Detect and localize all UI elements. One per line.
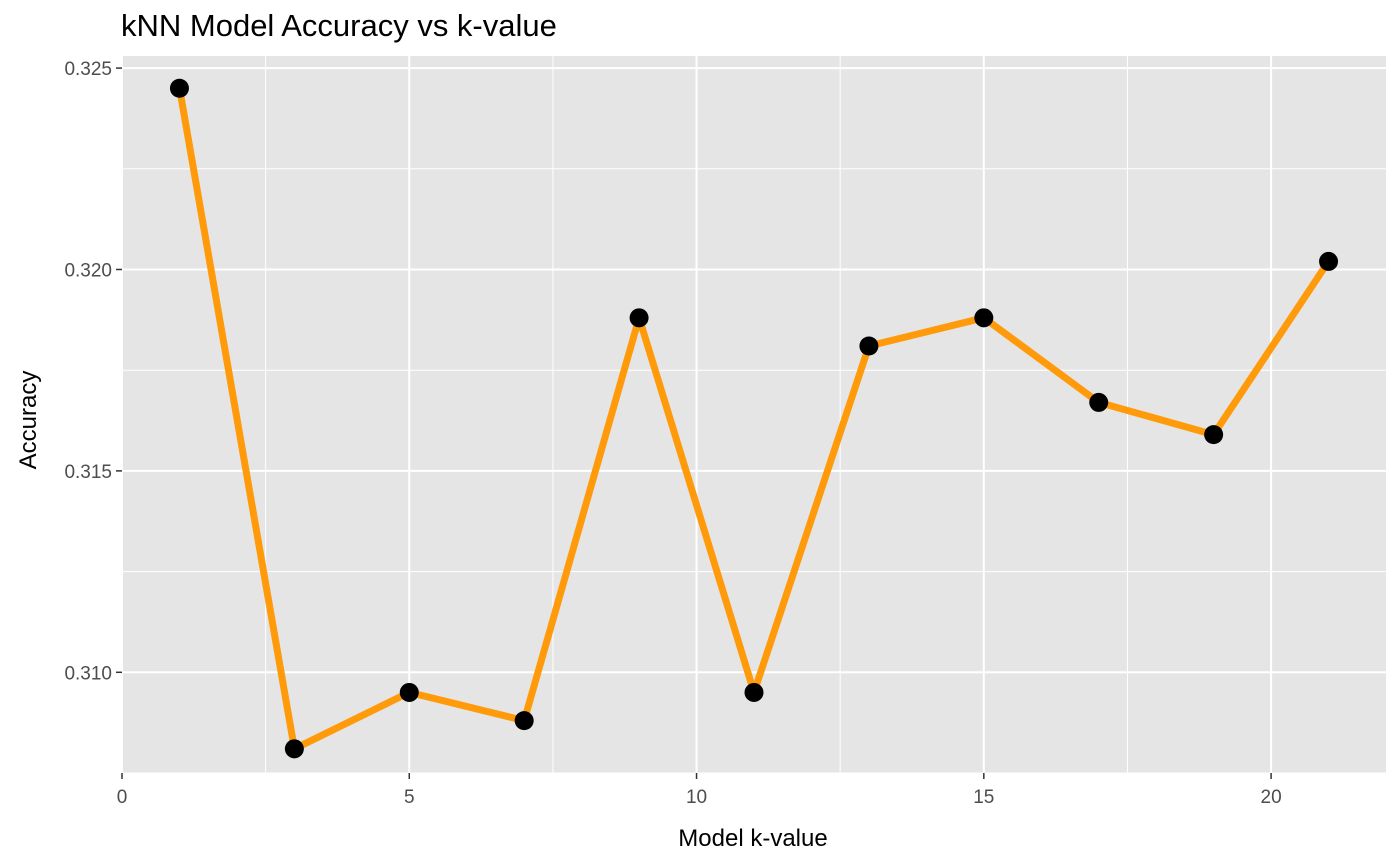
data-point bbox=[1204, 425, 1224, 445]
y-tick-label: 0.320 bbox=[64, 260, 112, 281]
x-tick-label: 15 bbox=[973, 787, 994, 808]
axis-ticks bbox=[116, 67, 1272, 779]
data-point bbox=[974, 308, 994, 328]
data-point bbox=[1089, 392, 1109, 412]
data-point bbox=[1319, 251, 1339, 271]
y-tick-label: 0.310 bbox=[64, 663, 112, 684]
chart-title: kNN Model Accuracy vs k-value bbox=[121, 8, 557, 43]
tick-labels: 0 5 10 15 20 0.310 0.315 0.320 0.325 bbox=[64, 59, 1281, 808]
data-point bbox=[629, 308, 649, 328]
data-point bbox=[284, 739, 304, 759]
y-tick-label: 0.315 bbox=[64, 462, 112, 483]
minor-gridlines bbox=[122, 56, 1386, 774]
x-tick-label: 20 bbox=[1261, 787, 1282, 808]
data-point bbox=[514, 711, 534, 731]
x-axis-title: Model k-value bbox=[678, 825, 827, 852]
y-axis-title: Accuracy bbox=[15, 371, 42, 470]
plot-panel bbox=[122, 56, 1386, 773]
points-layer bbox=[169, 78, 1339, 759]
y-tick-label: 0.325 bbox=[64, 59, 112, 80]
data-point bbox=[859, 336, 879, 356]
x-tick-label: 5 bbox=[404, 787, 415, 808]
x-tick-label: 10 bbox=[686, 787, 707, 808]
major-gridlines bbox=[121, 56, 1386, 773]
data-point bbox=[169, 78, 189, 98]
x-tick-label: 0 bbox=[117, 787, 128, 808]
data-point bbox=[399, 682, 419, 702]
data-point bbox=[744, 682, 764, 702]
